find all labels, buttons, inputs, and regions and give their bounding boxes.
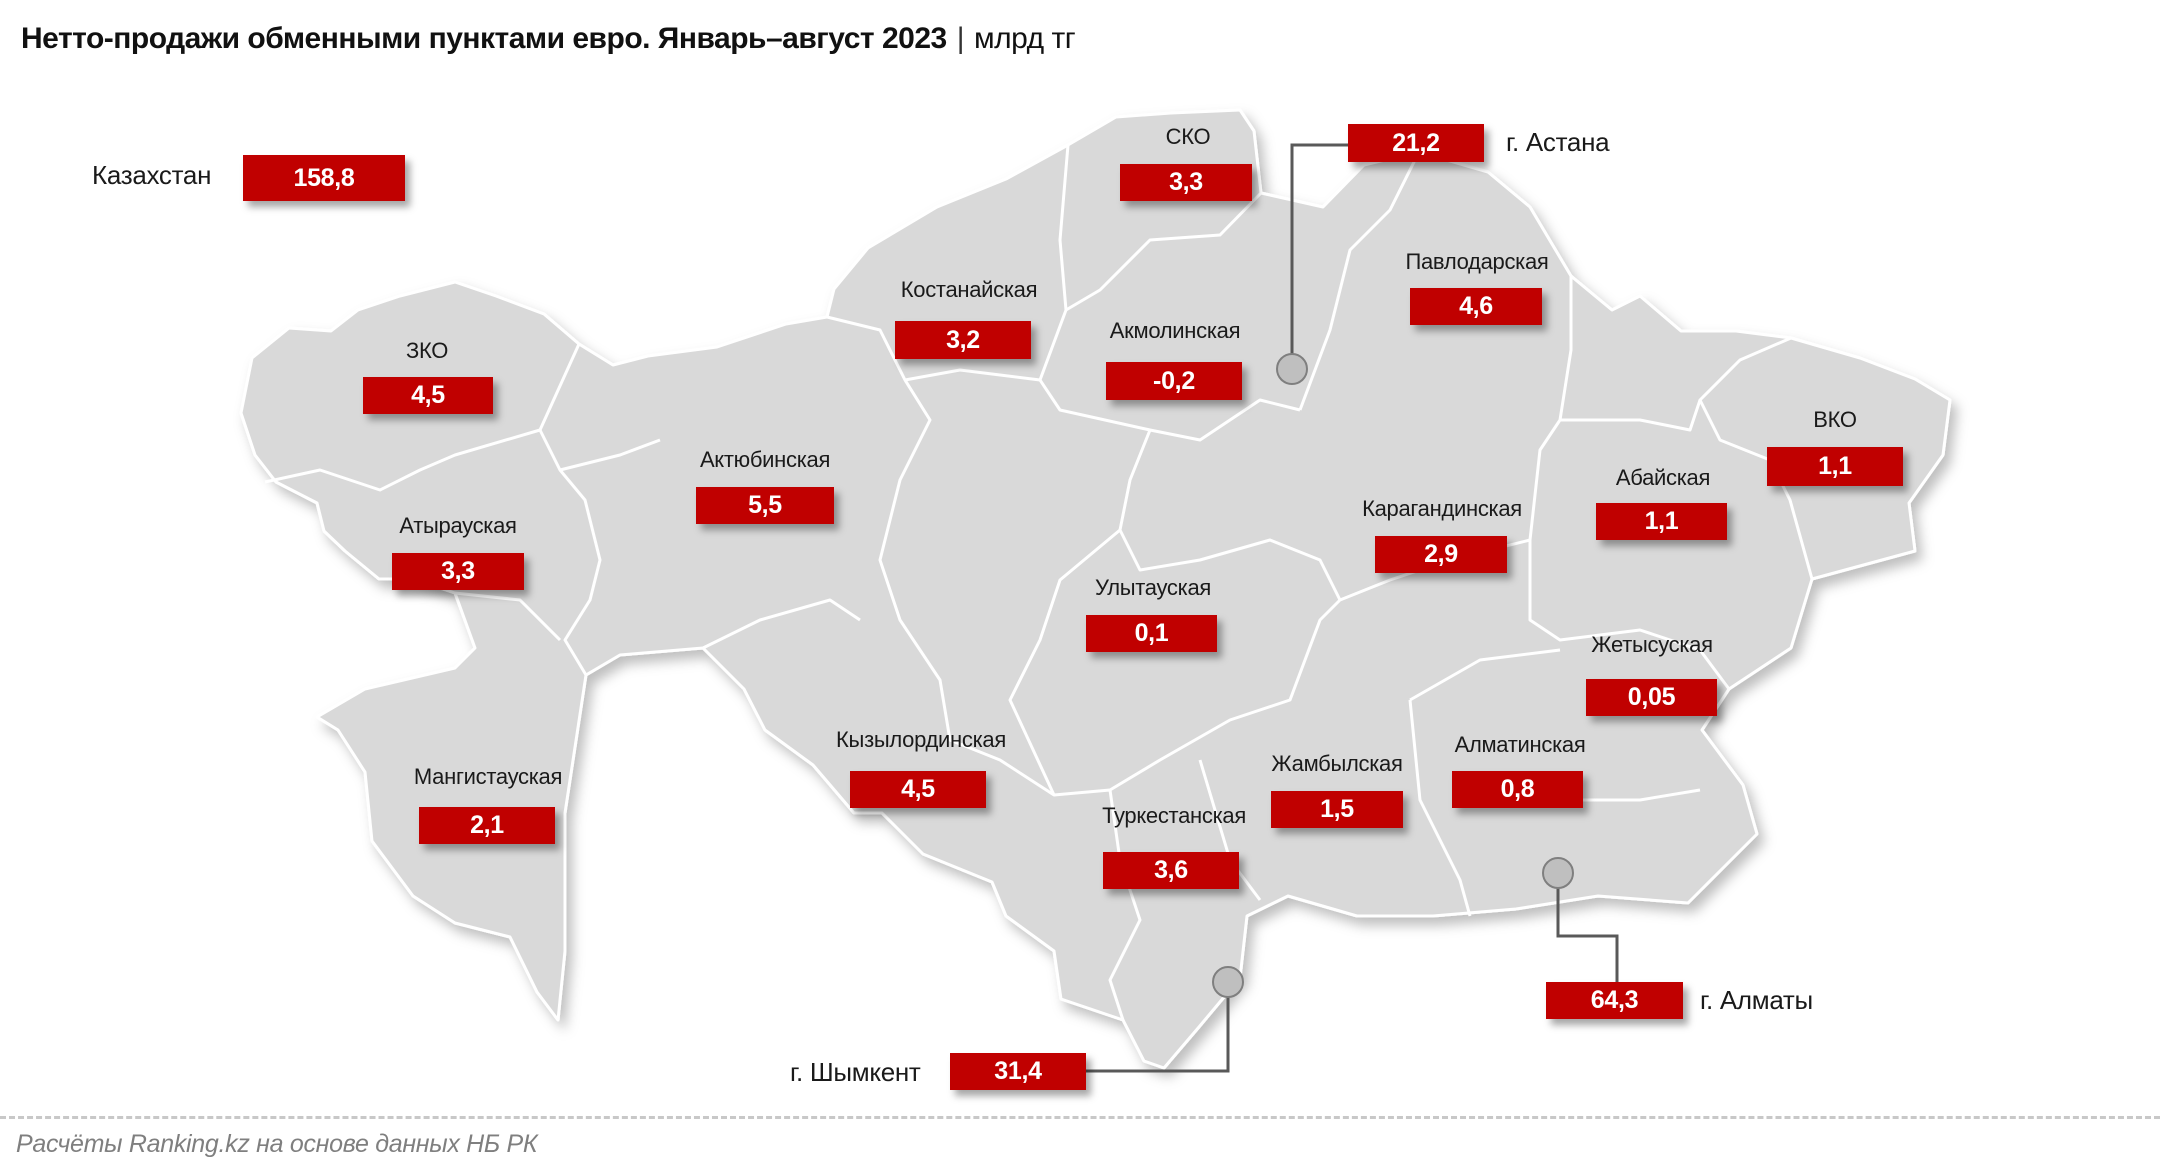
title-main: Нетто-продажи обменными пунктами евро. Я… (21, 22, 947, 55)
source-note: Расчёты Ranking.kz на основе данных НБ Р… (16, 1130, 538, 1158)
city-markers (1212, 353, 1574, 998)
region-label-almaty-region: Алматинская (1454, 732, 1586, 757)
title-separator: | (956, 22, 965, 55)
city-value-almaty: 64,3 (1546, 982, 1683, 1019)
region-value-karaganda: 2,9 (1375, 536, 1507, 573)
region-value-vko: 1,1 (1767, 447, 1903, 486)
total-value-box: 158,8 (243, 155, 405, 201)
region-value-aktobe: 5,5 (696, 487, 834, 524)
country-outline (239, 108, 1952, 1070)
region-label-vko: ВКО (1813, 407, 1857, 432)
region-label-aktobe: Актюбинская (699, 447, 831, 472)
almaty-marker-icon (1542, 857, 1574, 889)
region-label-zko: ЗКО (405, 338, 449, 363)
footer-divider (0, 1116, 2160, 1119)
region-value-atyrau: 3,3 (392, 553, 524, 590)
region-value-abai: 1,1 (1596, 503, 1727, 540)
region-value-turkestan: 3,6 (1103, 852, 1239, 889)
leader-lines (1086, 143, 1619, 1073)
city-value-shymkent: 31,4 (950, 1053, 1086, 1090)
region-label-pavlodar: Павлодарская (1405, 249, 1549, 274)
astana-marker-icon (1276, 353, 1308, 385)
region-value-zko: 4,5 (363, 377, 493, 414)
region-label-karaganda: Карагандинская (1362, 496, 1522, 521)
region-value-pavlodar: 4,6 (1410, 288, 1542, 325)
city-value-astana: 21,2 (1348, 124, 1484, 162)
shymkent-marker-icon (1212, 966, 1244, 998)
city-label-astana: г. Астана (1506, 127, 1610, 157)
region-label-kyzylorda: Кызылординская (836, 727, 1006, 752)
region-value-zhetysu: 0,05 (1586, 679, 1717, 716)
region-label-mangystau: Мангистауская (413, 764, 563, 789)
chart-title: Нетто-продажи обменными пунктами евро. Я… (21, 22, 1076, 56)
total-label: Казахстан (92, 160, 212, 190)
region-borders (264, 144, 1814, 1021)
region-label-akmola: Акмолинская (1109, 318, 1241, 343)
region-label-ulytau: Улытауская (1095, 575, 1211, 600)
region-label-sko: СКО (1165, 124, 1211, 149)
region-label-turkestan: Туркестанская (1102, 803, 1246, 828)
city-label-shymkent: г. Шымкент (790, 1057, 921, 1087)
region-value-kostanay: 3,2 (895, 321, 1031, 359)
region-label-zhetysu: Жетысуская (1591, 632, 1713, 657)
region-value-sko: 3,3 (1120, 164, 1252, 201)
region-value-akmola: -0,2 (1106, 362, 1242, 400)
region-value-kyzylorda: 4,5 (850, 771, 986, 808)
title-unit: млрд тг (973, 22, 1076, 55)
region-label-atyrau: Атырауская (399, 513, 517, 538)
region-label-abai: Абайская (1615, 465, 1711, 490)
region-value-mangystau: 2,1 (419, 807, 555, 844)
region-value-ulytau: 0,1 (1086, 615, 1217, 652)
region-value-zhambyl: 1,5 (1271, 791, 1403, 828)
region-label-kostanay: Костанайская (900, 277, 1038, 302)
region-label-zhambyl: Жамбылская (1271, 751, 1403, 776)
region-value-almaty-region: 0,8 (1452, 771, 1583, 808)
city-label-almaty: г. Алматы (1700, 985, 1813, 1015)
